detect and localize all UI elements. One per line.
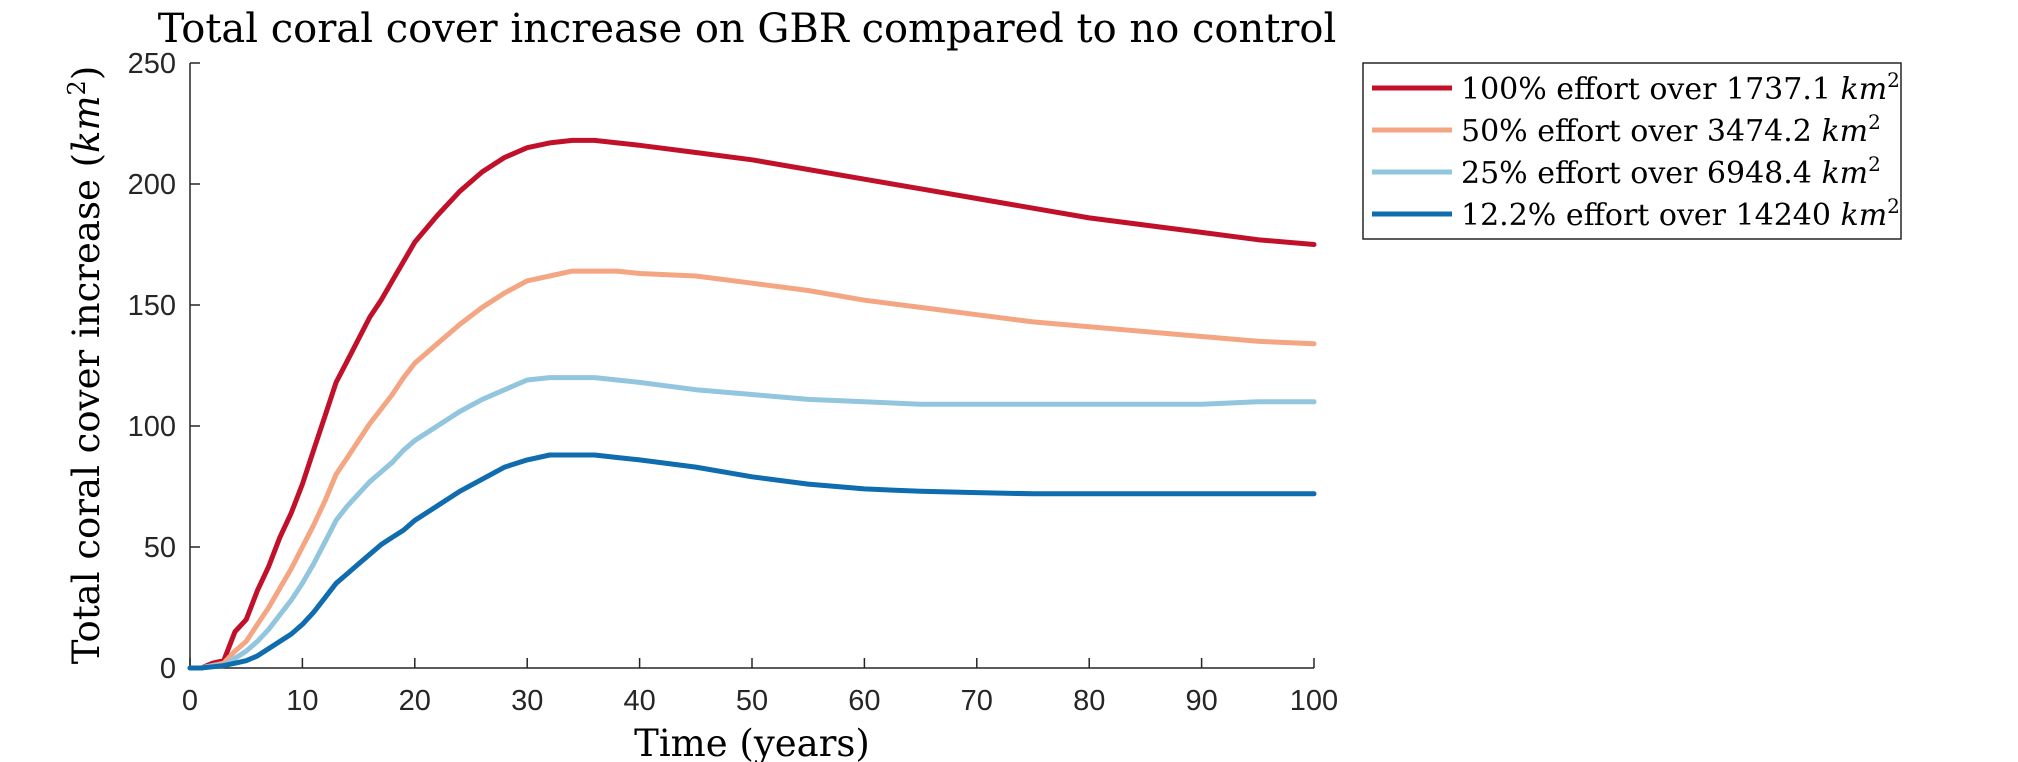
legend-label-exponent: 2 xyxy=(1887,68,1900,92)
y-axis-label-exponent: 2 xyxy=(63,80,91,95)
x-tick-label: 70 xyxy=(961,685,993,717)
y-tick-label: 0 xyxy=(160,653,176,685)
legend-label-exponent: 2 xyxy=(1868,110,1881,134)
y-axis-label-main: Total coral cover increase ( xyxy=(65,153,108,664)
y-axis-label: Total coral cover increase (km2) xyxy=(63,66,108,665)
x-tick-label: 0 xyxy=(182,685,198,717)
legend-label-exponent: 2 xyxy=(1887,194,1900,218)
y-tick-label: 50 xyxy=(144,532,176,564)
legend-label-text: 50% effort over 3474.2 xyxy=(1461,114,1821,149)
y-axis-label-unit: km xyxy=(65,95,108,153)
series-group xyxy=(187,137,1317,671)
legend-label-1: 100% effort over 1737.1 km2 xyxy=(1461,68,1900,107)
legend-box xyxy=(1362,62,1902,240)
chart-title: Total coral cover increase on GBR compar… xyxy=(158,6,1337,52)
y-tick-label: 100 xyxy=(128,411,176,443)
legend-label-2: 50% effort over 3474.2 km2 xyxy=(1461,110,1881,149)
legend-label-text: 25% effort over 6948.4 xyxy=(1461,156,1821,191)
x-axis-label: Time (years) xyxy=(634,722,870,762)
y-tick-label: 200 xyxy=(128,169,176,201)
series-line-3 xyxy=(187,375,1317,671)
x-tick-label: 30 xyxy=(511,685,543,717)
x-tick-label: 60 xyxy=(848,685,880,717)
x-tick-label: 80 xyxy=(1073,685,1105,717)
legend-label-exponent: 2 xyxy=(1868,152,1881,176)
plot-area: 0 10 20 30 40 50 60 70 80 90 100 0 50 100 150 200 250 xyxy=(128,48,1339,717)
y-tick-label: 150 xyxy=(128,290,176,322)
x-tick-label: 100 xyxy=(1290,685,1338,717)
legend-label-3: 25% effort over 6948.4 km2 xyxy=(1461,152,1881,191)
x-tick-label: 50 xyxy=(736,685,768,717)
legend-label-text: 12.2% effort over 14240 xyxy=(1461,198,1841,233)
x-ticks: 0 10 20 30 40 50 60 70 80 90 100 xyxy=(182,658,1338,717)
legend-label-unit: km xyxy=(1841,72,1888,107)
legend-label-unit: km xyxy=(1821,156,1868,191)
legend-label-4: 12.2% effort over 14240 km2 xyxy=(1461,194,1900,233)
x-tick-label: 20 xyxy=(399,685,431,717)
y-tick-label: 250 xyxy=(128,48,176,80)
y-axis-label-close: ) xyxy=(65,66,108,80)
series-line-4 xyxy=(187,452,1317,671)
x-tick-label: 40 xyxy=(623,685,655,717)
series-line-2 xyxy=(187,268,1317,671)
x-tick-label: 10 xyxy=(286,685,318,717)
x-tick-label: 90 xyxy=(1185,685,1217,717)
legend-label-text: 100% effort over 1737.1 xyxy=(1461,72,1841,107)
y-ticks: 0 50 100 150 200 250 xyxy=(128,48,200,685)
series-line-1 xyxy=(187,137,1317,671)
legend-label-unit: km xyxy=(1841,198,1888,233)
legend-label-unit: km xyxy=(1821,114,1868,149)
